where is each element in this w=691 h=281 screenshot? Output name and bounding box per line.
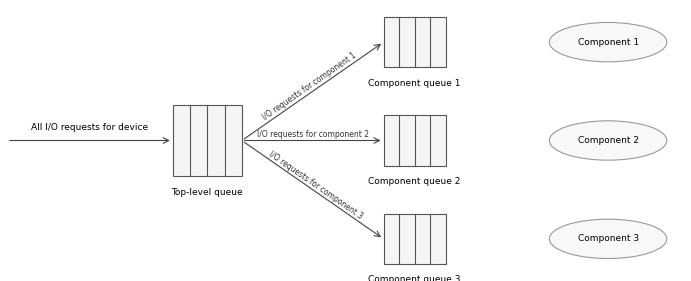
- Bar: [384, 17, 446, 67]
- Ellipse shape: [549, 121, 667, 160]
- Text: Component 1: Component 1: [578, 38, 638, 47]
- Text: I/O requests for component 2: I/O requests for component 2: [256, 130, 369, 139]
- Text: I/O requests for component 1: I/O requests for component 1: [261, 51, 358, 122]
- Bar: [384, 115, 446, 166]
- Bar: [384, 214, 446, 264]
- Text: Component 2: Component 2: [578, 136, 638, 145]
- Ellipse shape: [549, 219, 667, 259]
- Bar: [173, 105, 242, 176]
- Text: Top-level queue: Top-level queue: [171, 188, 243, 197]
- Text: Component 3: Component 3: [578, 234, 638, 243]
- Ellipse shape: [549, 22, 667, 62]
- Text: Component queue 3: Component queue 3: [368, 275, 461, 281]
- Text: I/O requests for component 3: I/O requests for component 3: [267, 149, 364, 221]
- Text: Component queue 1: Component queue 1: [368, 79, 461, 88]
- Text: All I/O requests for device: All I/O requests for device: [31, 123, 149, 132]
- Text: Component queue 2: Component queue 2: [368, 177, 461, 186]
